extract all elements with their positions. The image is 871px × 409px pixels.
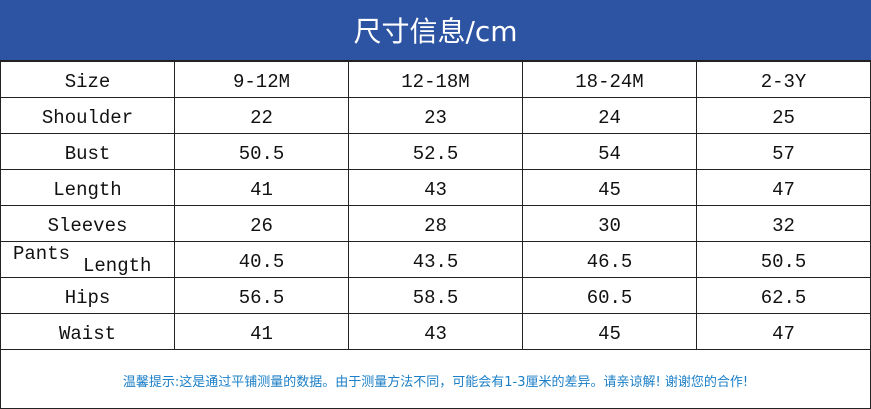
value-cell: 52.5 — [348, 133, 523, 170]
table-row: Shoulder 22 23 24 25 — [0, 97, 871, 134]
value-cell: 26 — [174, 205, 349, 242]
value-cell: 28 — [348, 205, 523, 242]
value-cell: 62.5 — [696, 277, 871, 314]
value-cell: 46.5 — [522, 241, 697, 278]
table-row: Waist 41 43 45 47 — [0, 313, 871, 350]
value-cell: 40.5 — [174, 241, 349, 278]
value-cell: 45 — [522, 169, 697, 206]
row-label-cell: Length — [0, 169, 175, 206]
row-label-line1: Pants — [13, 243, 71, 265]
value-cell: 25 — [696, 97, 871, 134]
value-cell: 30 — [522, 205, 697, 242]
value-cell: 47 — [696, 313, 871, 350]
value-cell: 43.5 — [348, 241, 523, 278]
value-cell: 50.5 — [174, 133, 349, 170]
value-cell: 22 — [174, 97, 349, 134]
row-label-cell: Bust — [0, 133, 175, 170]
size-header-cell: 12-18M — [348, 61, 523, 98]
row-label-line2: Length — [83, 255, 152, 277]
table-row: Pants Length 40.5 43.5 46.5 50.5 — [0, 241, 871, 278]
page-title: 尺寸信息/cm — [0, 0, 871, 61]
table-header-row: Size 9-12M 12-18M 18-24M 2-3Y — [0, 61, 871, 98]
value-cell: 50.5 — [696, 241, 871, 278]
row-label-cell: Sleeves — [0, 205, 175, 242]
value-cell: 60.5 — [522, 277, 697, 314]
table-row: Hips 56.5 58.5 60.5 62.5 — [0, 277, 871, 314]
header-label-cell: Size — [0, 61, 175, 98]
value-cell: 23 — [348, 97, 523, 134]
measurement-note: 温馨提示:这是通过平铺测量的数据。由于测量方法不同，可能会有1-3厘米的差异。请… — [122, 375, 749, 390]
table-row: Bust 50.5 52.5 54 57 — [0, 133, 871, 170]
value-cell: 58.5 — [348, 277, 523, 314]
value-cell: 41 — [174, 169, 349, 206]
value-cell: 24 — [522, 97, 697, 134]
table-row: Sleeves 26 28 30 32 — [0, 205, 871, 242]
value-cell: 45 — [522, 313, 697, 350]
value-cell: 32 — [696, 205, 871, 242]
size-header-cell: 2-3Y — [696, 61, 871, 98]
size-table: Size 9-12M 12-18M 18-24M 2-3Y Shoulder 22 23 24 2… — [0, 61, 871, 350]
value-cell: 54 — [522, 133, 697, 170]
value-cell: 56.5 — [174, 277, 349, 314]
value-cell: 47 — [696, 169, 871, 206]
table-row: Length 41 43 45 47 — [0, 169, 871, 206]
value-cell: 57 — [696, 133, 871, 170]
row-label-cell: Shoulder — [0, 97, 175, 134]
value-cell: 41 — [174, 313, 349, 350]
value-cell: 43 — [348, 313, 523, 350]
row-label-cell: Hips — [0, 277, 175, 314]
size-header-cell: 9-12M — [174, 61, 349, 98]
row-label-cell: Pants Length — [0, 241, 175, 278]
row-label-cell: Waist — [0, 313, 175, 350]
size-header-cell: 18-24M — [522, 61, 697, 98]
value-cell: 43 — [348, 169, 523, 206]
